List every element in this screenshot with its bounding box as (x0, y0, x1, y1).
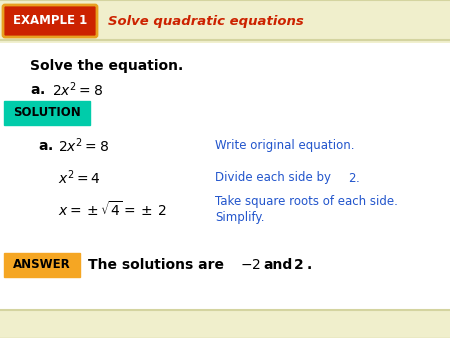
Text: $x = \pm\sqrt{4} = \pm\,2$: $x = \pm\sqrt{4} = \pm\,2$ (58, 200, 166, 219)
Text: EXAMPLE 1: EXAMPLE 1 (13, 15, 87, 27)
Text: $\mathbf{2}$: $\mathbf{2}$ (293, 258, 303, 272)
FancyBboxPatch shape (0, 310, 450, 338)
Text: SOLUTION: SOLUTION (13, 106, 81, 120)
Text: ANSWER: ANSWER (13, 259, 71, 271)
Text: Solve quadratic equations: Solve quadratic equations (108, 15, 304, 27)
Text: Write original equation.: Write original equation. (215, 140, 355, 152)
Text: $2x^2 = 8$: $2x^2 = 8$ (58, 137, 109, 155)
Text: $2x^2 = 8$: $2x^2 = 8$ (52, 81, 103, 99)
Text: Take square roots of each side.: Take square roots of each side. (215, 195, 398, 209)
Text: Solve the equation.: Solve the equation. (30, 59, 183, 73)
Text: $\mathbf{a.}$: $\mathbf{a.}$ (30, 83, 45, 97)
FancyBboxPatch shape (4, 253, 80, 277)
Text: $\mathbf{a.}$: $\mathbf{a.}$ (38, 139, 53, 153)
FancyBboxPatch shape (4, 101, 90, 125)
Text: Simplify.: Simplify. (215, 212, 265, 224)
Text: and: and (263, 258, 292, 272)
Text: $x^2 = 4$: $x^2 = 4$ (58, 169, 101, 187)
FancyBboxPatch shape (0, 0, 450, 40)
Text: $-2$: $-2$ (240, 258, 261, 272)
Text: The solutions are: The solutions are (88, 258, 229, 272)
Text: .: . (307, 258, 312, 272)
Text: .: . (356, 171, 360, 185)
FancyBboxPatch shape (3, 5, 97, 37)
Text: 2: 2 (348, 171, 356, 185)
Text: Divide each side by: Divide each side by (215, 171, 335, 185)
